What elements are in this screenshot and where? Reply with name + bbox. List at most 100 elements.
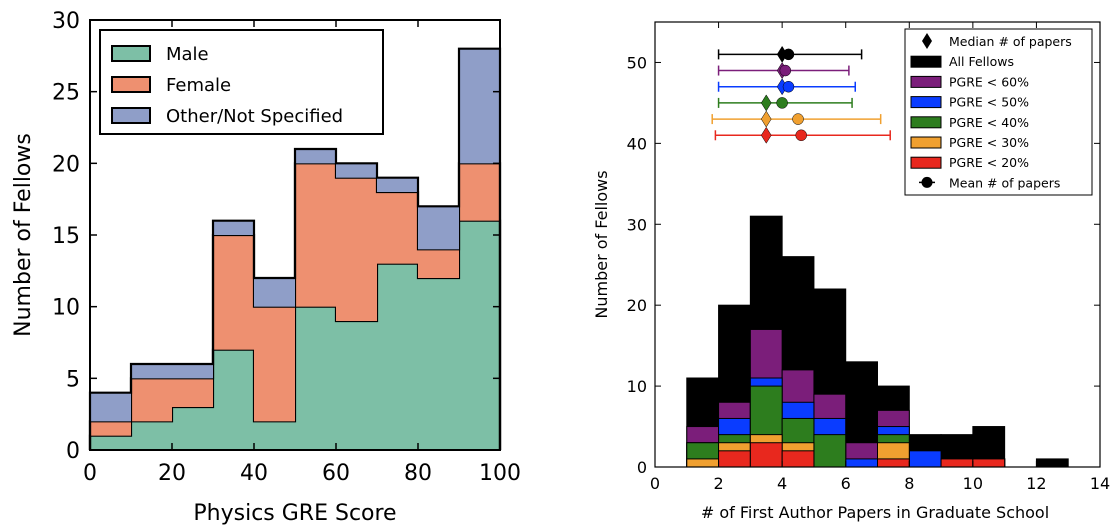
median-marker — [760, 126, 772, 144]
median-marker — [760, 110, 772, 128]
bar — [418, 249, 459, 278]
bar — [459, 48, 500, 164]
bar — [418, 278, 459, 450]
bar — [749, 442, 783, 468]
legend-swatch — [910, 55, 942, 68]
first-author-papers-histogram: 0 2 4 6 8 10 12 14 0 10 20 30 40 50 # of First Author … — [592, 21, 1110, 522]
bar — [908, 450, 942, 468]
y-axis-label: Number of Fellows — [11, 133, 36, 337]
mean-marker — [795, 129, 807, 142]
y-axis-label: Number of Fellows — [592, 170, 611, 318]
bar — [877, 458, 910, 468]
x-tick-label: 100 — [479, 461, 521, 486]
bar — [172, 378, 213, 407]
bar — [254, 306, 295, 422]
bar — [90, 421, 131, 436]
legend-swatch — [910, 136, 942, 149]
x-tick-label: 80 — [404, 461, 432, 486]
bar — [459, 163, 500, 221]
bar — [172, 364, 213, 379]
y-tick-label: 10 — [627, 377, 647, 396]
x-tick-label: 40 — [240, 461, 268, 486]
legend-label: Other/Not Specified — [166, 106, 343, 127]
bar — [131, 364, 172, 379]
bar — [1035, 458, 1069, 468]
bar — [718, 450, 751, 468]
legend-swatch — [111, 45, 151, 62]
series-female — [88, 162, 502, 450]
x-tick-label: 20 — [158, 461, 186, 486]
gre-score-histogram: 0 20 40 60 80 100 0 5 10 15 20 25 30 Physics GRE Scor… — [11, 9, 521, 526]
errorbar-pgre-50- — [717, 78, 856, 96]
mean-marker — [779, 64, 792, 77]
bar — [131, 421, 172, 450]
x-tick-label: 0 — [650, 474, 660, 493]
x-tick-label: 6 — [841, 474, 851, 493]
y-tick-label: 30 — [52, 9, 80, 34]
legend-label: Mean # of papers — [949, 175, 1060, 190]
legend-swatch — [910, 75, 942, 88]
x-tick-label: 4 — [777, 474, 787, 493]
bar — [336, 321, 377, 450]
x-tick-label: 60 — [322, 461, 350, 486]
bar — [90, 392, 131, 422]
x-tick-label: 0 — [83, 461, 97, 486]
bar — [172, 407, 213, 450]
legend-mean-marker — [921, 176, 933, 188]
legend-swatch — [910, 96, 942, 109]
x-axis-label: Physics GRE Score — [193, 501, 396, 526]
mean-marker — [782, 80, 795, 93]
y-tick-label: 30 — [627, 215, 647, 234]
y-tick-label: 50 — [627, 53, 647, 72]
x-tick-label: 10 — [963, 474, 983, 493]
bar — [213, 349, 254, 450]
x-axis-label: # of First Author Papers in Graduate Sch… — [701, 503, 1049, 522]
bar — [845, 458, 879, 468]
legend: Male Female Other/Not Specified — [99, 29, 384, 135]
legend-swatch — [111, 107, 151, 124]
series-pgre-20- — [718, 442, 1006, 468]
bar — [377, 263, 418, 450]
bar — [131, 378, 172, 422]
bar — [295, 306, 336, 450]
legend: Median # of papers All Fellows PGRE < 60% P… — [904, 28, 1093, 196]
bar — [254, 278, 295, 307]
bar — [336, 163, 377, 178]
errorbar-pgre-20- — [714, 126, 891, 144]
bar — [295, 163, 336, 307]
mean-marker — [776, 97, 788, 109]
series-other-not-specified — [88, 47, 502, 450]
y-tick-label: 40 — [627, 134, 647, 153]
bar — [418, 206, 459, 250]
bar — [295, 149, 336, 164]
errorbar-pgre-30- — [711, 110, 882, 128]
bar — [940, 458, 974, 468]
legend-label: Male — [166, 44, 209, 65]
y-tick-label: 5 — [66, 367, 80, 392]
legend-label: PGRE < 40% — [949, 115, 1029, 130]
x-tick-label: 2 — [713, 474, 723, 493]
bar — [781, 450, 815, 468]
errorbar-pgre-40- — [717, 94, 853, 112]
x-tick-label: 8 — [904, 474, 914, 493]
bar — [972, 458, 1006, 468]
bar — [213, 235, 254, 350]
errorbar-all-fellows — [717, 45, 863, 63]
series-outline — [88, 47, 502, 450]
legend-swatch — [111, 76, 151, 93]
legend-label: PGRE < 20% — [949, 155, 1029, 170]
legend-label: PGRE < 30% — [949, 135, 1029, 150]
mean-marker — [792, 113, 804, 125]
y-tick-label: 20 — [52, 152, 80, 177]
bar — [377, 177, 418, 192]
legend-label: PGRE < 60% — [949, 74, 1029, 89]
legend-swatch — [910, 116, 942, 129]
x-tick-label: 12 — [1026, 474, 1046, 493]
legend-swatch — [910, 156, 942, 169]
median-marker — [760, 94, 772, 112]
legend-label: Median # of papers — [949, 34, 1072, 49]
legend-label: Female — [166, 75, 231, 96]
legend-median-marker — [922, 33, 932, 49]
bar — [213, 220, 254, 235]
